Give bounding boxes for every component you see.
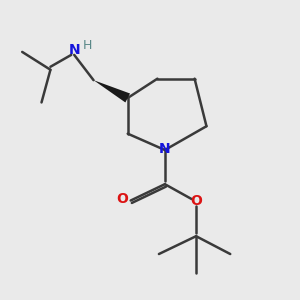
Polygon shape (94, 80, 130, 103)
Text: N: N (68, 44, 80, 57)
Text: O: O (116, 192, 128, 206)
Text: H: H (83, 40, 92, 52)
Text: N: N (159, 142, 171, 155)
Text: O: O (190, 194, 202, 208)
